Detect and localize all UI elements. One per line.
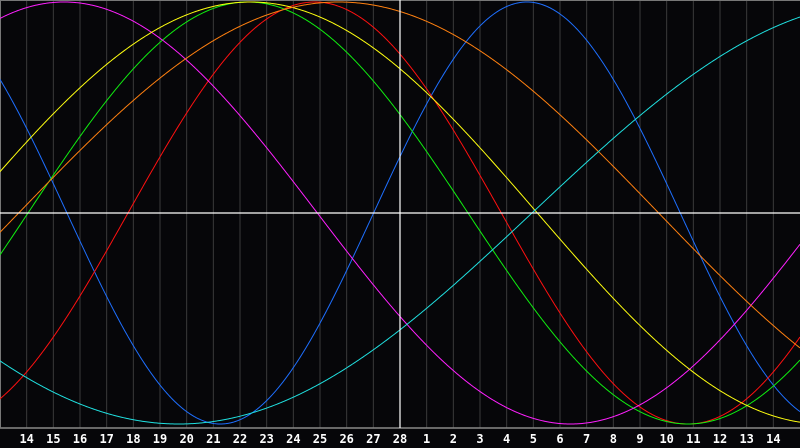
x-tick-label: 15 — [46, 432, 60, 446]
x-tick-label: 5 — [530, 432, 537, 446]
x-tick-label: 10 — [659, 432, 673, 446]
x-tick-label: 28 — [393, 432, 407, 446]
x-tick-label: 4 — [503, 432, 510, 446]
x-tick-label: 12 — [713, 432, 727, 446]
x-tick-label: 14 — [19, 432, 33, 446]
x-tick-label: 7 — [583, 432, 590, 446]
x-tick-label: 20 — [179, 432, 193, 446]
x-tick-label: 8 — [610, 432, 617, 446]
x-tick-label: 11 — [686, 432, 700, 446]
x-tick-label: 16 — [73, 432, 87, 446]
x-tick-label: 21 — [206, 432, 220, 446]
x-tick-label: 1 — [423, 432, 430, 446]
x-tick-label: 6 — [556, 432, 563, 446]
x-tick-label: 3 — [476, 432, 483, 446]
x-tick-label: 25 — [313, 432, 327, 446]
x-tick-label: 9 — [636, 432, 643, 446]
x-tick-label: 18 — [126, 432, 140, 446]
x-tick-label: 23 — [259, 432, 273, 446]
x-tick-label: 27 — [366, 432, 380, 446]
x-tick-label: 24 — [286, 432, 300, 446]
x-tick-label: 22 — [233, 432, 247, 446]
x-tick-label: 13 — [739, 432, 753, 446]
x-tick-label: 26 — [339, 432, 353, 446]
x-tick-label: 19 — [153, 432, 167, 446]
x-tick-label: 17 — [99, 432, 113, 446]
x-tick-label: 14 — [766, 432, 780, 446]
x-tick-label: 2 — [450, 432, 457, 446]
